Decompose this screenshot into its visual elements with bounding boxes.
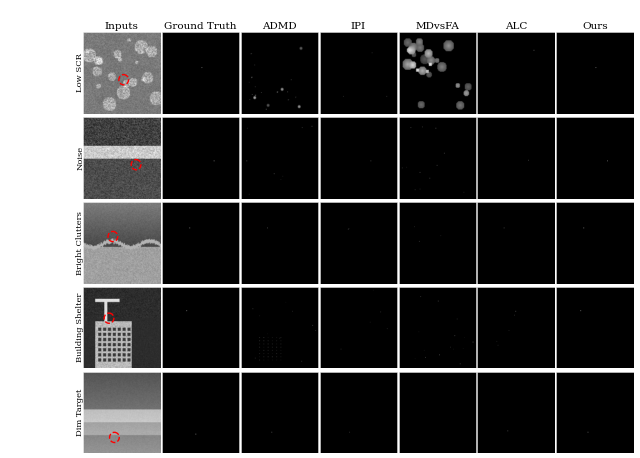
Title: IPI: IPI	[351, 22, 366, 31]
Title: Ours: Ours	[582, 22, 608, 31]
Title: Inputs: Inputs	[105, 22, 139, 31]
Y-axis label: Low SCR: Low SCR	[76, 54, 84, 93]
Title: MDvsFA: MDvsFA	[415, 22, 459, 31]
Y-axis label: Building Shelter: Building Shelter	[76, 293, 84, 362]
Title: ALC: ALC	[505, 22, 527, 31]
Title: ADMD: ADMD	[262, 22, 297, 31]
Y-axis label: Dim Target: Dim Target	[76, 389, 84, 436]
Y-axis label: Noise: Noise	[76, 146, 84, 170]
Title: Ground Truth: Ground Truth	[164, 22, 237, 31]
Y-axis label: Bright Clutters: Bright Clutters	[76, 211, 84, 275]
